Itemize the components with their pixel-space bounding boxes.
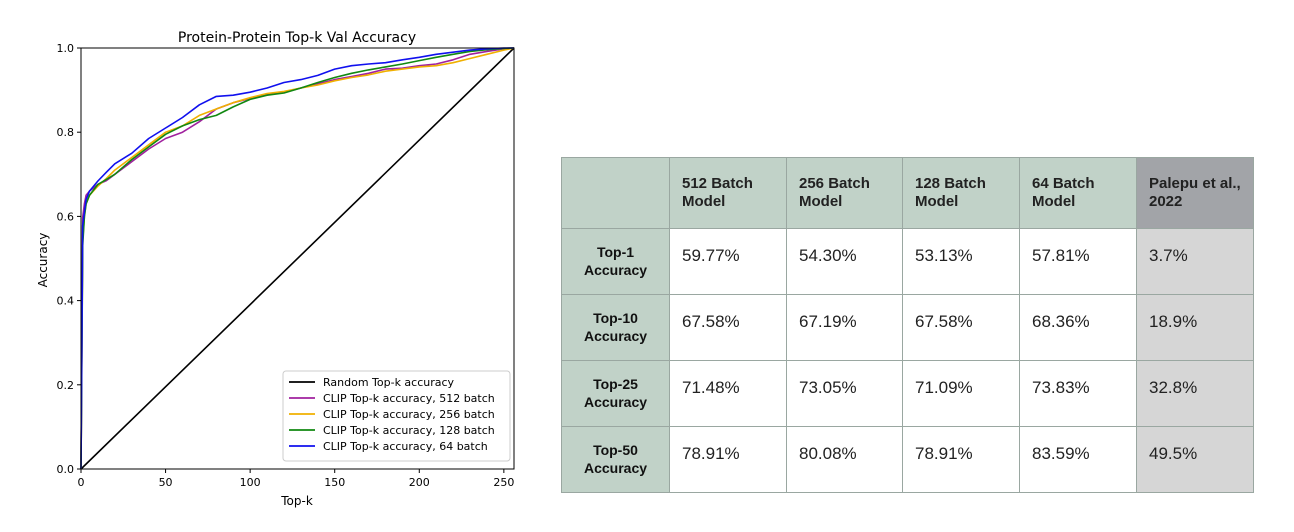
series-line-4 <box>80 47 514 470</box>
x-tick-label: 200 <box>409 476 430 489</box>
y-axis-label: Accuracy <box>36 233 50 288</box>
legend-entry-2: CLIP Top-k accuracy, 256 batch <box>323 408 495 421</box>
table-cell: 83.59% <box>1019 426 1137 493</box>
table-cell: 57.81% <box>1019 228 1137 295</box>
legend-entry-3: CLIP Top-k accuracy, 128 batch <box>323 424 495 437</box>
row-label: Top-10 Accuracy <box>561 294 670 361</box>
y-tick-label: 0.6 <box>57 210 75 223</box>
table-cell: 59.77% <box>669 228 787 295</box>
table-cell: 54.30% <box>786 228 903 295</box>
table-cell: 73.83% <box>1019 360 1137 427</box>
x-tick-label: 150 <box>324 476 345 489</box>
series-line-3 <box>80 47 515 470</box>
y-tick-label: 0.0 <box>57 463 75 476</box>
legend-entry-4: CLIP Top-k accuracy, 64 batch <box>323 440 488 453</box>
table-header-512: 512 Batch Model <box>669 157 787 229</box>
table-cell: 73.05% <box>786 360 903 427</box>
table-row: Top-1 Accuracy 59.77% 54.30% 53.13% 57.8… <box>561 228 1254 295</box>
x-tick-label: 100 <box>240 476 261 489</box>
legend-box <box>282 370 511 462</box>
accuracy-chart-svg: Protein-Protein Top-k Val Accuracy Top-k… <box>36 30 515 508</box>
table-cell: 53.13% <box>902 228 1020 295</box>
legend-entry-1: CLIP Top-k accuracy, 512 batch <box>323 392 495 405</box>
table-cell: 80.08% <box>786 426 903 493</box>
table-cell: 18.9% <box>1136 294 1254 361</box>
table-cell: 49.5% <box>1136 426 1254 493</box>
table-row: Top-50 Accuracy 78.91% 80.08% 78.91% 83.… <box>561 426 1254 493</box>
x-tick-label: 0 <box>78 476 85 489</box>
x-axis-label: Top-k <box>280 494 313 508</box>
table-cell: 67.19% <box>786 294 903 361</box>
accuracy-chart: Protein-Protein Top-k Val Accuracy Top-k… <box>0 0 530 528</box>
table-row: Top-25 Accuracy 71.48% 73.05% 71.09% 73.… <box>561 360 1254 427</box>
y-tick-label: 0.8 <box>57 126 75 139</box>
accuracy-table: 512 Batch Model 256 Batch Model 128 Batc… <box>561 157 1254 493</box>
table-cell: 78.91% <box>902 426 1020 493</box>
table-cell: 3.7% <box>1136 228 1254 295</box>
y-tick-label: 1.0 <box>57 42 75 55</box>
y-tick-label: 0.4 <box>57 295 75 308</box>
row-label: Top-25 Accuracy <box>561 360 670 427</box>
table-cell: 78.91% <box>669 426 787 493</box>
table-cell: 32.8% <box>1136 360 1254 427</box>
legend-entry-0: Random Top-k accuracy <box>323 376 455 389</box>
table-cell: 67.58% <box>669 294 787 361</box>
series-line-0 <box>80 47 515 470</box>
table-header-128: 128 Batch Model <box>902 157 1020 229</box>
plot-frame <box>80 47 515 470</box>
table-header-64: 64 Batch Model <box>1019 157 1137 229</box>
table-cell: 71.48% <box>669 360 787 427</box>
table-row: Top-10 Accuracy 67.58% 67.19% 67.58% 68.… <box>561 294 1254 361</box>
table-header-256: 256 Batch Model <box>786 157 903 229</box>
row-label: Top-50 Accuracy <box>561 426 670 493</box>
chart-title: Protein-Protein Top-k Val Accuracy <box>178 30 416 46</box>
y-tick-label: 0.2 <box>57 379 75 392</box>
table-header-row: 512 Batch Model 256 Batch Model 128 Batc… <box>561 157 1254 229</box>
table-cell: 71.09% <box>902 360 1020 427</box>
x-tick-label: 250 <box>493 476 514 489</box>
table-cell: 67.58% <box>902 294 1020 361</box>
table-header-palepu: Palepu et al., 2022 <box>1136 157 1254 229</box>
x-tick-label: 50 <box>159 476 173 489</box>
series-line-2 <box>80 47 515 470</box>
table-cell: 68.36% <box>1019 294 1137 361</box>
row-label: Top-1 Accuracy <box>561 228 670 295</box>
table-header-corner <box>561 157 670 229</box>
